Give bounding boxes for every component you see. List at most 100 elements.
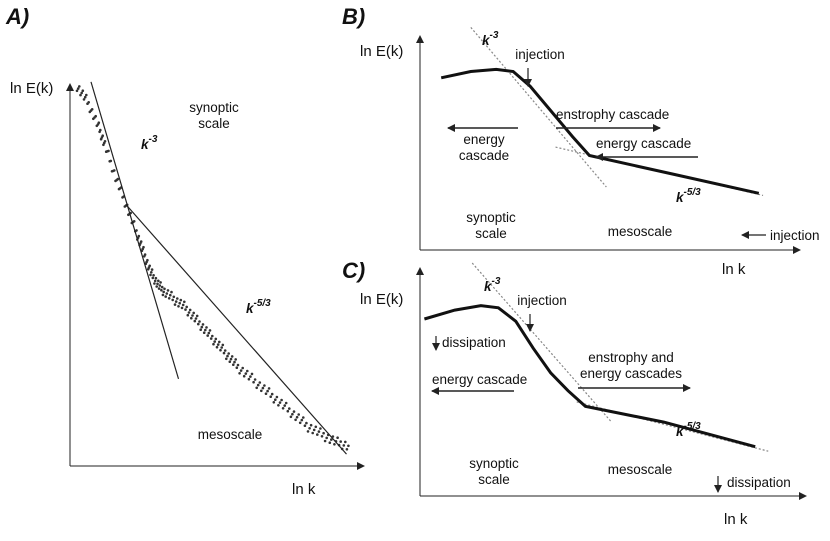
panel-a-data-point (244, 372, 248, 375)
panel-a-data-point (192, 311, 195, 315)
panel-a-data-point (261, 386, 265, 390)
panel-a-data-point (317, 430, 321, 433)
panel-a-data-point (226, 354, 229, 358)
panel-a-mesoscale-label: mesoscale (198, 427, 263, 442)
panel-a-data-point (241, 366, 244, 370)
panel-a-data-point (209, 337, 213, 340)
panel-c-mesoscale-label: mesoscale (608, 462, 673, 477)
panel-a-data-point (162, 290, 165, 294)
panel-a-data-point (197, 322, 200, 326)
panel-a-data-point (223, 349, 227, 352)
panel-a-data-point (161, 293, 165, 297)
panel-a-data-point (190, 316, 193, 320)
panel-a-data-point (246, 369, 249, 373)
panel-a-k53-label: k-5/3 (246, 298, 271, 316)
panel-a-data-point (101, 134, 104, 137)
panel-a-data-point (166, 289, 170, 292)
panel-a-data-point (163, 287, 166, 291)
panel-a-data-point (164, 295, 167, 298)
panel-a-data-point (319, 427, 322, 430)
panel-a-data-point (154, 276, 158, 280)
panel-b-synoptic-label: synoptic scale (466, 210, 516, 241)
panel-a-data-point (215, 345, 219, 349)
panel-a-data-point (247, 377, 251, 381)
panel-a-data-point (172, 295, 176, 299)
panel-a-data-point (308, 427, 311, 430)
panel-a-data-point (305, 421, 308, 425)
panel-c-k3-reference-line (471, 262, 612, 423)
panel-a-data-point (235, 366, 239, 370)
panel-a-data-point (185, 305, 188, 309)
panel-a-y-label: ln E(k) (10, 80, 53, 97)
panel-a-data-point (345, 448, 349, 451)
panel-a-data-point (199, 328, 202, 332)
panel-a-data-point (198, 320, 201, 323)
panel-a-data-point (152, 274, 155, 277)
panel-a-data-point (330, 438, 333, 441)
panel-b-k53-label: k-5/3 (676, 187, 701, 205)
panel-a-data-point (171, 298, 174, 302)
panel-a-data-point (292, 410, 296, 413)
panel-b-spectrum-line (440, 67, 760, 195)
panel-a-k53-fit-line (125, 204, 347, 455)
panel-a-data-point (229, 357, 233, 361)
panel-a-data-point (213, 340, 216, 343)
panel-a-data-point (150, 268, 154, 271)
panel-a-data-point (252, 380, 255, 384)
panel-a-data-point (344, 440, 347, 444)
panel-a-data-point (250, 372, 254, 376)
panel-a-data-point (157, 279, 160, 283)
panel-a-data-point (208, 329, 212, 332)
panel-a-data-point (181, 303, 185, 307)
panel-b-x-label: ln k (722, 261, 746, 278)
panel-a-data-point (312, 428, 316, 432)
panel-a-data-point (228, 360, 232, 364)
panel-a-data-point (160, 285, 164, 289)
panel-a-data-point (230, 355, 234, 358)
panel-c-dissipation-right-label: dissipation (727, 475, 791, 490)
panel-a-data-point (266, 389, 269, 393)
panel-a-data-point (195, 314, 199, 318)
panel-c-dissipation-left-label: dissipation (442, 335, 506, 350)
panel-a-data-point (339, 440, 343, 443)
panel-a-data-point (253, 378, 257, 381)
panel-a-data-point (179, 298, 183, 302)
panel-a-data-point (233, 360, 236, 364)
panel-a-data-point (323, 439, 327, 443)
panel-a-data-point (194, 317, 198, 320)
panel-a-data-point (178, 301, 181, 305)
panel-c-spectrum-line (423, 304, 756, 449)
panel-a-data-point (320, 435, 324, 438)
panel-a-data-point (221, 343, 225, 347)
panel-a-data-point (188, 308, 192, 312)
panel-a-data-point (180, 306, 184, 310)
panel-a-data-point (238, 372, 241, 375)
panel-a-data-point (76, 87, 80, 90)
panel-c-x-label: ln k (724, 511, 748, 528)
panel-a-data-point (80, 91, 83, 95)
panel-a-data-point (216, 343, 220, 346)
panel-a-dots (75, 85, 350, 451)
panel-a-data-point (249, 375, 252, 378)
panel-a-data-point (270, 392, 274, 396)
panel-a-data-point (135, 229, 138, 232)
panel-a-data-point (107, 149, 110, 153)
panel-c-k53-label: k-5/3 (676, 421, 701, 439)
panel-a-data-point (116, 177, 120, 181)
panel-a-data-point (289, 415, 293, 419)
panel-a-data-point (174, 300, 178, 303)
panel-a-data-point (113, 169, 116, 172)
panel-a-data-point (90, 108, 94, 111)
panel-a-data-point (157, 287, 161, 290)
panel-a-data-point (153, 279, 157, 283)
panel-a-data-point (277, 404, 280, 407)
panel-a-data-point (222, 351, 226, 355)
panel-a-data-point (300, 418, 304, 422)
panel-a-data-point (336, 436, 339, 440)
panel-a-synoptic-label: synoptic scale (189, 100, 239, 131)
panel-a-data-point (109, 159, 113, 163)
panel-a-data-point (278, 401, 282, 404)
panel-a-data-point (165, 292, 169, 295)
panel-a-data-point (212, 342, 215, 346)
